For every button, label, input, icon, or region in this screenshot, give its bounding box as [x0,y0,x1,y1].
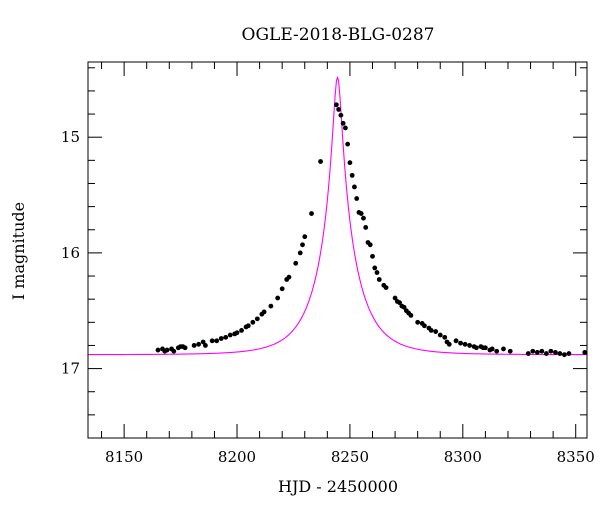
data-point [336,107,342,112]
data-point [437,332,443,338]
data-point [239,328,244,333]
data-point [182,345,188,351]
data-points [155,102,588,358]
data-point [234,330,240,336]
data-point [203,343,208,348]
data-point [293,260,299,266]
data-point [318,159,323,164]
data-point [297,250,303,256]
data-point [227,332,233,338]
data-point [345,141,351,147]
data-point [433,329,439,334]
data-point [164,347,170,353]
y-tick-label: 15 [61,128,80,146]
data-point [462,341,468,347]
data-point [302,234,308,240]
data-point [333,102,339,108]
data-point [392,295,398,301]
data-point [489,346,495,352]
data-point [196,341,202,347]
data-point [250,319,256,325]
data-point [261,309,267,315]
data-point [354,196,360,201]
plot-frame [87,61,588,439]
data-point [530,348,536,354]
data-point [363,225,369,230]
data-point [534,349,540,355]
data-point [254,316,260,322]
data-point [397,300,402,306]
data-point [358,211,364,216]
data-point [525,351,531,356]
chart-title: OGLE-2018-BLG-0287 [242,25,435,45]
data-point [494,348,500,354]
data-point [370,253,375,259]
data-point [582,349,588,355]
data-point [155,347,161,353]
x-tick-label: 8150 [105,448,143,466]
data-point [309,211,314,216]
data-point [539,348,545,354]
data-point [191,343,197,348]
x-tick-label: 8250 [331,448,369,466]
data-point [543,351,549,356]
data-point [557,351,563,356]
data-point [367,242,373,248]
data-point [442,334,448,340]
data-point [446,341,452,347]
data-point [300,242,305,248]
data-point [338,112,344,118]
data-point [200,339,206,345]
axis-ticks: 8150 8200 8250 8300 8350 15 16 17 [61,62,595,466]
data-point [548,348,554,354]
data-point [352,184,357,190]
data-point [349,172,355,178]
model-curve [88,76,587,356]
data-point [171,348,177,354]
data-point [415,319,421,325]
data-point [401,304,407,310]
data-point [286,274,292,280]
data-point [482,345,488,351]
data-point [214,338,220,344]
data-point [347,160,353,166]
data-point [268,303,274,309]
data-point [372,265,378,271]
x-axis-label: HJD - 2450000 [278,477,398,496]
data-point [467,343,472,348]
data-point [343,125,348,131]
data-point [223,334,229,340]
data-point [422,323,427,329]
x-tick-label: 8200 [218,448,256,466]
data-point [383,285,389,290]
data-point [209,338,215,344]
data-point [374,270,380,275]
x-tick-label: 8300 [444,448,482,466]
data-point [473,345,479,351]
data-point [361,215,366,221]
data-point [245,323,251,329]
x-tick-label: 8350 [557,448,595,466]
y-tick-label: 16 [61,244,80,262]
data-point [408,312,414,318]
data-point [507,348,513,354]
data-point [376,277,382,282]
data-point [218,336,224,341]
data-point [501,346,506,352]
data-point [566,351,572,356]
data-point [428,328,434,333]
data-point [458,340,463,346]
data-point [340,120,346,126]
data-point [279,286,285,292]
data-point [552,349,558,355]
data-point [453,338,459,344]
data-point [275,295,281,301]
y-axis-label: I magnitude [9,202,28,300]
y-tick-label: 17 [61,360,80,378]
data-point [562,352,567,358]
